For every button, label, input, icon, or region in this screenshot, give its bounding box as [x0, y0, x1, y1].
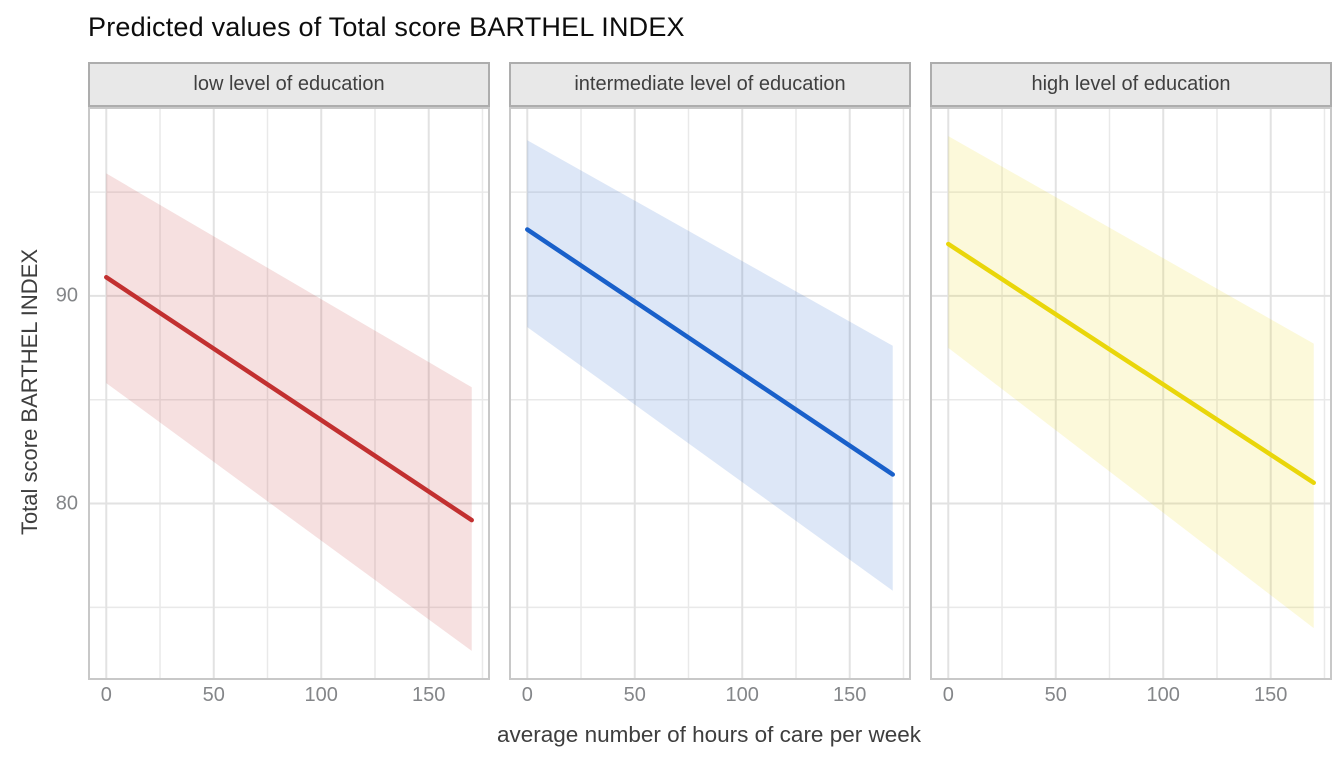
panel-border: [930, 107, 1332, 680]
y-tick-label: 80: [55, 492, 78, 515]
chart-panel-low: [88, 107, 490, 680]
facet-high-education: high level of education 0 50 100 150: [930, 62, 1332, 712]
page-title: Predicted values of Total score BARTHEL …: [88, 12, 685, 42]
confidence-ribbon: [527, 140, 893, 591]
x-tick-label: 150: [412, 684, 446, 706]
x-tick-label: 100: [1146, 684, 1180, 706]
y-tick-label: 90: [55, 284, 78, 307]
facet-strip-label: high level of education: [930, 62, 1332, 107]
facet-intermediate-education: intermediate level of education 0 50 100 15…: [509, 62, 911, 712]
predicted-line: [525, 227, 895, 477]
x-tick-label: 150: [1254, 684, 1288, 706]
x-tick-label: 0: [942, 684, 954, 706]
x-tick-label: 50: [1044, 684, 1067, 706]
x-tick-label: 0: [521, 684, 533, 706]
facet-strip-label: low level of education: [88, 62, 490, 107]
panel-border: [88, 107, 490, 680]
confidence-ribbon: [948, 136, 1314, 629]
x-axis-title: average number of hours of care per week: [497, 722, 921, 747]
predicted-line: [104, 274, 474, 523]
y-axis-title: Total score BARTHEL INDEX: [17, 248, 42, 536]
x-tick-label: 100: [304, 684, 338, 706]
facet-strip-label: intermediate level of education: [509, 62, 911, 107]
x-tick-label: 0: [100, 684, 112, 706]
x-tick-label: 150: [833, 684, 867, 706]
x-tick-label: 100: [725, 684, 759, 706]
panel-border: [509, 107, 911, 680]
chart-panel-intermediate: [509, 107, 911, 680]
facet-low-education: low level of education 0 50 100 150: [88, 62, 490, 712]
chart-panel-high: [930, 107, 1332, 680]
x-tick-label: 50: [202, 684, 225, 706]
confidence-ribbon: [106, 173, 472, 651]
predicted-line: [946, 241, 1316, 486]
x-tick-label: 50: [623, 684, 646, 706]
